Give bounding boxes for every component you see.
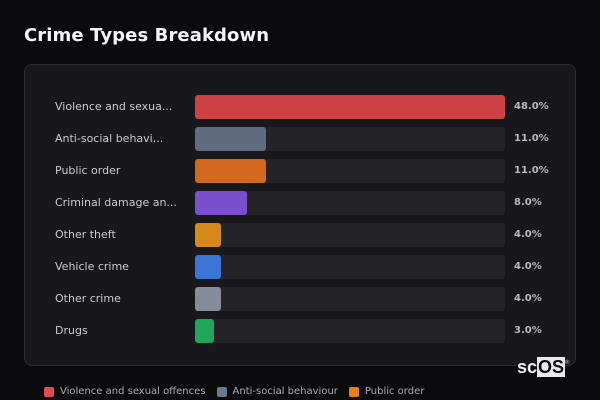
bar-track xyxy=(195,287,505,311)
bar-fill[interactable] xyxy=(195,191,247,215)
legend-swatch xyxy=(216,386,227,397)
bar-track xyxy=(195,223,505,247)
bar-value: 3.0% xyxy=(514,325,542,336)
bar-value: 11.0% xyxy=(514,165,549,176)
bar-label: Other theft xyxy=(55,228,116,241)
bar-label: Violence and sexua... xyxy=(55,100,173,113)
bar-label: Public order xyxy=(55,164,121,177)
bar-value: 4.0% xyxy=(514,293,542,304)
bar-track xyxy=(195,319,505,343)
bar-track xyxy=(195,159,505,183)
legend-label: Violence and sexual offences xyxy=(60,386,206,397)
chart-card: Violence and sexua... 48.0% Anti-social … xyxy=(24,64,576,366)
bar-row: Criminal damage an... 8.0% xyxy=(25,191,577,215)
logo-prefix: sc xyxy=(517,357,538,377)
bar-label: Anti-social behavi... xyxy=(55,132,164,145)
bar-fill[interactable] xyxy=(195,127,267,151)
brand-logo: scOS® xyxy=(517,357,569,377)
bar-track xyxy=(195,127,505,151)
bar-value: 8.0% xyxy=(514,197,542,208)
bar-row: Public order 11.0% xyxy=(25,159,577,183)
bar-row: Violence and sexua... 48.0% xyxy=(25,95,577,119)
legend-item[interactable]: Public order xyxy=(348,386,425,397)
legend-label: Public order xyxy=(364,386,425,397)
legend-item[interactable]: Anti-social behaviour xyxy=(216,386,338,397)
bar-fill[interactable] xyxy=(195,223,221,247)
bar-fill[interactable] xyxy=(195,287,221,311)
bar-fill[interactable] xyxy=(195,255,221,279)
registered-mark: ® xyxy=(565,360,570,366)
bar-value: 11.0% xyxy=(514,133,549,144)
bar-row: Other crime 4.0% xyxy=(25,287,577,311)
legend-swatch xyxy=(348,386,359,397)
logo-boxed: OS xyxy=(537,357,566,377)
bar-track xyxy=(195,255,505,279)
legend-label: Anti-social behaviour xyxy=(232,386,338,397)
bar-value: 4.0% xyxy=(514,229,542,240)
bar-label: Other crime xyxy=(55,292,121,305)
chart-legend: Violence and sexual offences Anti-social… xyxy=(44,386,424,397)
legend-item[interactable]: Violence and sexual offences xyxy=(44,386,206,397)
bar-row: Anti-social behavi... 11.0% xyxy=(25,127,577,151)
bar-value: 48.0% xyxy=(514,101,549,112)
legend-swatch xyxy=(44,386,54,397)
bar-label: Drugs xyxy=(55,324,88,337)
page-title: Crime Types Breakdown xyxy=(24,25,270,46)
bar-fill[interactable] xyxy=(195,159,267,183)
bar-row: Drugs 3.0% xyxy=(25,319,577,343)
bar-fill[interactable] xyxy=(195,319,215,343)
bar-row: Vehicle crime 4.0% xyxy=(25,255,577,279)
bar-label: Criminal damage an... xyxy=(55,196,177,209)
bar-value: 4.0% xyxy=(514,261,542,272)
bar-fill[interactable] xyxy=(195,95,505,119)
bar-track xyxy=(195,95,505,119)
bar-track xyxy=(195,191,505,215)
bar-label: Vehicle crime xyxy=(55,260,129,273)
bar-row: Other theft 4.0% xyxy=(25,223,577,247)
